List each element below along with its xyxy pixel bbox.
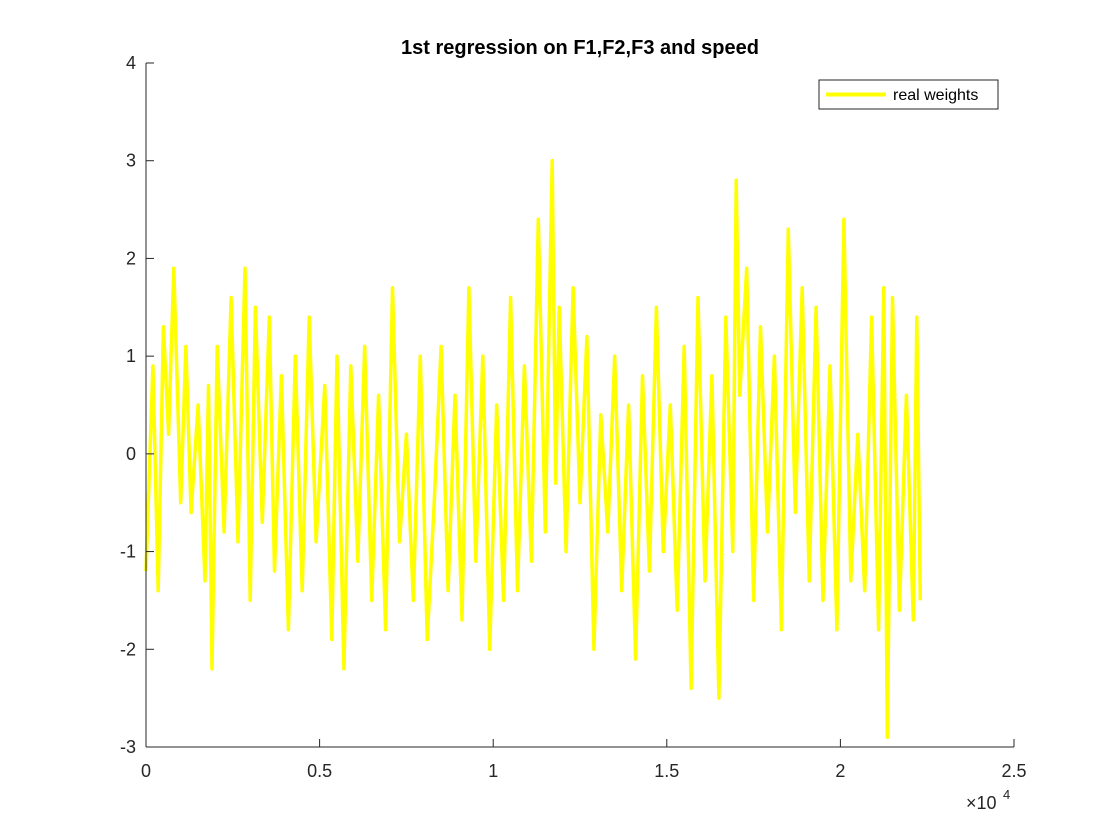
x-tick-label: 0.5: [307, 761, 332, 781]
series-line-0: [144, 158, 923, 739]
y-tick-label: 0: [126, 444, 136, 464]
y-tick-label: -1: [120, 542, 136, 562]
x-tick-label: 2.5: [1001, 761, 1026, 781]
chart-title: 1st regression on F1,F2,F3 and speed: [401, 37, 759, 59]
x-axis-exponent-label: ×10 4: [966, 787, 1010, 813]
legend-label: real weights: [893, 87, 978, 104]
x-tick-label: 2: [835, 761, 845, 781]
y-tick-label: 4: [126, 53, 136, 73]
svg-text:4: 4: [1003, 787, 1010, 802]
x-tick-label: 1: [488, 761, 498, 781]
y-tick-label: 3: [126, 151, 136, 171]
x-tick-label: 0: [141, 761, 151, 781]
ticks: 0 0.5 1 1.5 2 2.5 -3 -2 -1 0 1 2 3 4: [120, 53, 1027, 781]
svg-text:×10: ×10: [966, 793, 997, 813]
legend: real weights: [818, 79, 999, 110]
legend-box: [818, 79, 999, 110]
x-tick-label: 1.5: [654, 761, 679, 781]
y-tick-label: -2: [120, 639, 136, 659]
y-tick-label: -3: [120, 737, 136, 757]
axes: [145, 63, 1014, 748]
y-tick-label: 1: [126, 346, 136, 366]
plot-lines: [144, 158, 923, 739]
y-tick-label: 2: [126, 248, 136, 268]
